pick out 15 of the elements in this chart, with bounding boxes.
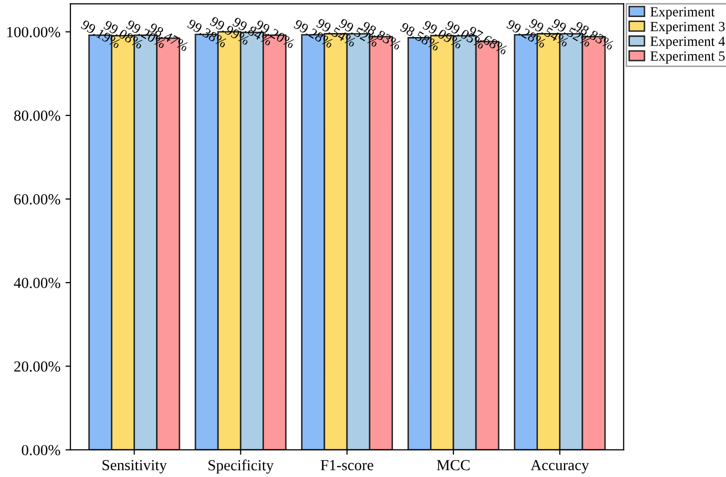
y-tick-label: 40.00% xyxy=(14,278,60,288)
y-tick-label: 100.00% xyxy=(7,26,60,38)
y-tick-label: 60.00% xyxy=(14,194,60,205)
x-tick-label: Sensitivity xyxy=(102,460,167,474)
x-tick-label: F1-score xyxy=(320,460,374,470)
y-tick-label: 80.00% xyxy=(14,110,60,121)
legend-label: Experiment 3 xyxy=(650,22,725,34)
legend-label: Experiment 4 xyxy=(650,36,726,49)
legend-label: Experiment xyxy=(650,7,715,20)
y-tick-label: 0.00% xyxy=(22,444,60,456)
y-tick-label: 20.00% xyxy=(14,361,60,372)
legend-label: Experiment 5 xyxy=(650,51,725,64)
x-tick-label: MCC xyxy=(436,460,470,470)
x-tick-label: Specificity xyxy=(208,460,274,474)
x-tick-label: Accuracy xyxy=(530,460,589,474)
